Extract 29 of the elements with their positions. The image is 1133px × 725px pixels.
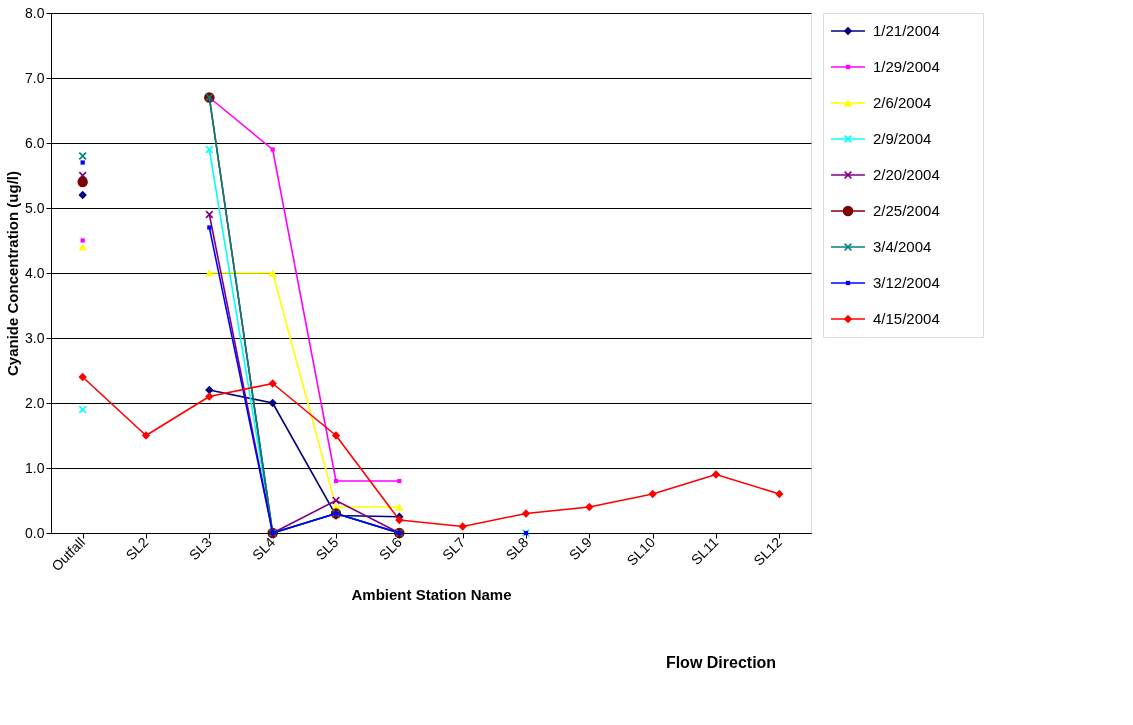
legend-label: 3/12/2004 — [873, 274, 940, 291]
legend-label: 1/21/2004 — [873, 22, 940, 39]
legend-label: 2/9/2004 — [873, 130, 932, 147]
x-tick-label: SL4 — [249, 533, 279, 564]
legend-label: 4/15/2004 — [873, 310, 940, 327]
legend-label: 2/6/2004 — [873, 94, 932, 111]
x-tick-label: SL8 — [502, 533, 532, 564]
y-tick-label: 8.0 — [25, 4, 45, 21]
y-tick-label: 6.0 — [25, 134, 45, 151]
legend-label: 1/29/2004 — [873, 58, 940, 75]
legend-label: 3/4/2004 — [873, 238, 932, 255]
x-tick-label: SL2 — [122, 533, 152, 564]
text: Flow Direction — [665, 654, 777, 671]
x-tick-label: SL5 — [312, 533, 342, 564]
x-axis-title: Ambient Station Name — [351, 586, 512, 604]
y-tick-label: 5.0 — [25, 199, 45, 216]
y-tick-label: 4.0 — [25, 264, 45, 281]
x-tick-label: SL3 — [185, 533, 215, 564]
y-tick-label: 1.0 — [25, 459, 45, 476]
x-tick-label: SL9 — [565, 533, 595, 564]
x-tick-label: SL6 — [375, 533, 405, 564]
legend-label: 2/25/2004 — [873, 202, 940, 219]
y-tick-label: 0.0 — [25, 524, 45, 541]
y-tick-label: 2.0 — [25, 394, 45, 411]
legend-label: 2/20/2004 — [873, 166, 940, 183]
y-axis-title: Cyanide Concentration (ug/l) — [4, 170, 22, 377]
x-tick-label: SL7 — [439, 533, 469, 564]
y-tick-label: 3.0 — [25, 329, 45, 346]
y-tick-label: 7.0 — [25, 69, 45, 86]
